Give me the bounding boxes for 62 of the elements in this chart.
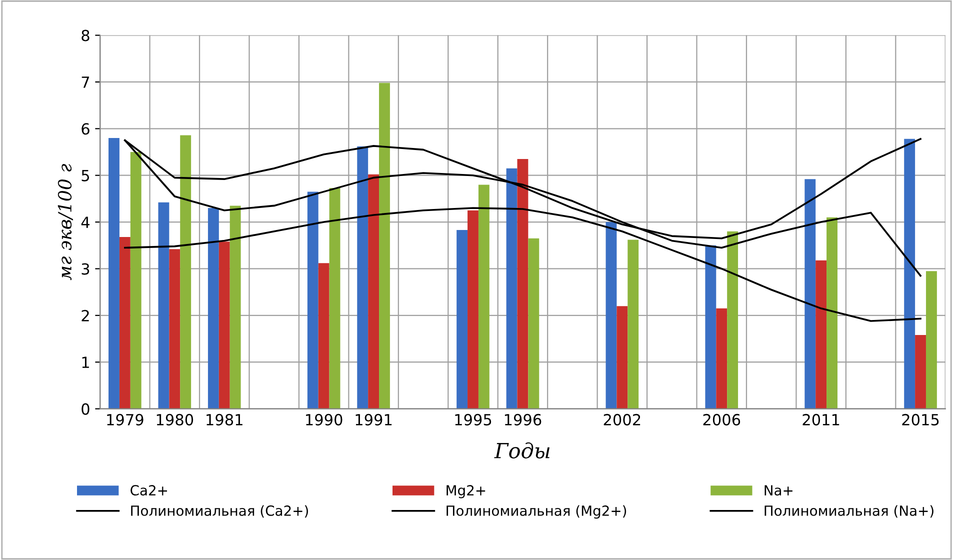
bar [716, 308, 728, 409]
y-tick-label: 8 [82, 30, 90, 42]
bar [478, 184, 490, 409]
legend-label: Полиномиальная (Mg2+) [446, 505, 626, 519]
legend-label: Полиномиальная (Na+) [764, 505, 934, 518]
legend-label: Mg2+ [446, 485, 486, 498]
legend-label: Ca2+ [130, 485, 167, 496]
bar [904, 138, 916, 409]
bar [329, 188, 340, 409]
x-tick-label: 1979 [107, 414, 144, 426]
y-tick-label: 1 [82, 356, 89, 368]
x-tick-label: 1981 [206, 414, 242, 426]
bar [468, 210, 478, 409]
bar [628, 240, 639, 409]
bar [357, 146, 368, 409]
x-tick-label: 1995 [455, 414, 492, 426]
bar [528, 238, 540, 409]
bar [816, 260, 827, 409]
x-tick-label: 1991 [356, 414, 392, 426]
line-series [124, 207, 922, 322]
x-tick-label: 2015 [902, 414, 939, 426]
x-axis-title: Годы [494, 442, 550, 458]
bar [318, 263, 330, 409]
bar [705, 245, 716, 409]
y-axis-title: мг экв/100 г [58, 164, 73, 280]
y-tick-label: 7 [82, 76, 90, 88]
x-tick-label: 1996 [504, 414, 542, 426]
y-tick-label: 5 [82, 170, 90, 182]
bar [218, 242, 230, 409]
x-tick-label: 1980 [156, 414, 194, 426]
bar [158, 202, 170, 409]
y-tick-label: 3 [82, 263, 90, 275]
bar [180, 135, 192, 409]
bar [804, 179, 816, 409]
bar [826, 217, 838, 409]
bar [727, 231, 738, 409]
bar [915, 335, 926, 409]
legend-label: Полиномиальная (Ca2+) [131, 505, 308, 518]
bar [368, 174, 380, 409]
y-tick-label: 2 [82, 310, 89, 322]
y-tick-label: 4 [81, 216, 90, 228]
x-tick-label: 2006 [703, 414, 740, 426]
bar [926, 271, 937, 409]
x-tick-label: 2011 [802, 414, 840, 426]
bar [169, 249, 180, 409]
bar [379, 82, 390, 409]
y-tick-label: 0 [82, 403, 90, 415]
bar [130, 152, 142, 409]
bar [307, 192, 318, 409]
y-tick-label: 6 [82, 123, 90, 135]
x-tick-label: 1990 [306, 414, 342, 426]
x-tick-label: 2002 [604, 414, 640, 426]
bar [616, 306, 628, 409]
bar [108, 138, 120, 409]
bar [606, 222, 617, 409]
bar [119, 236, 130, 409]
bar [506, 168, 518, 409]
bar [456, 230, 468, 409]
bar [517, 159, 528, 409]
legend-label: Na+ [764, 485, 792, 496]
bar [230, 206, 241, 409]
bar [208, 208, 219, 409]
